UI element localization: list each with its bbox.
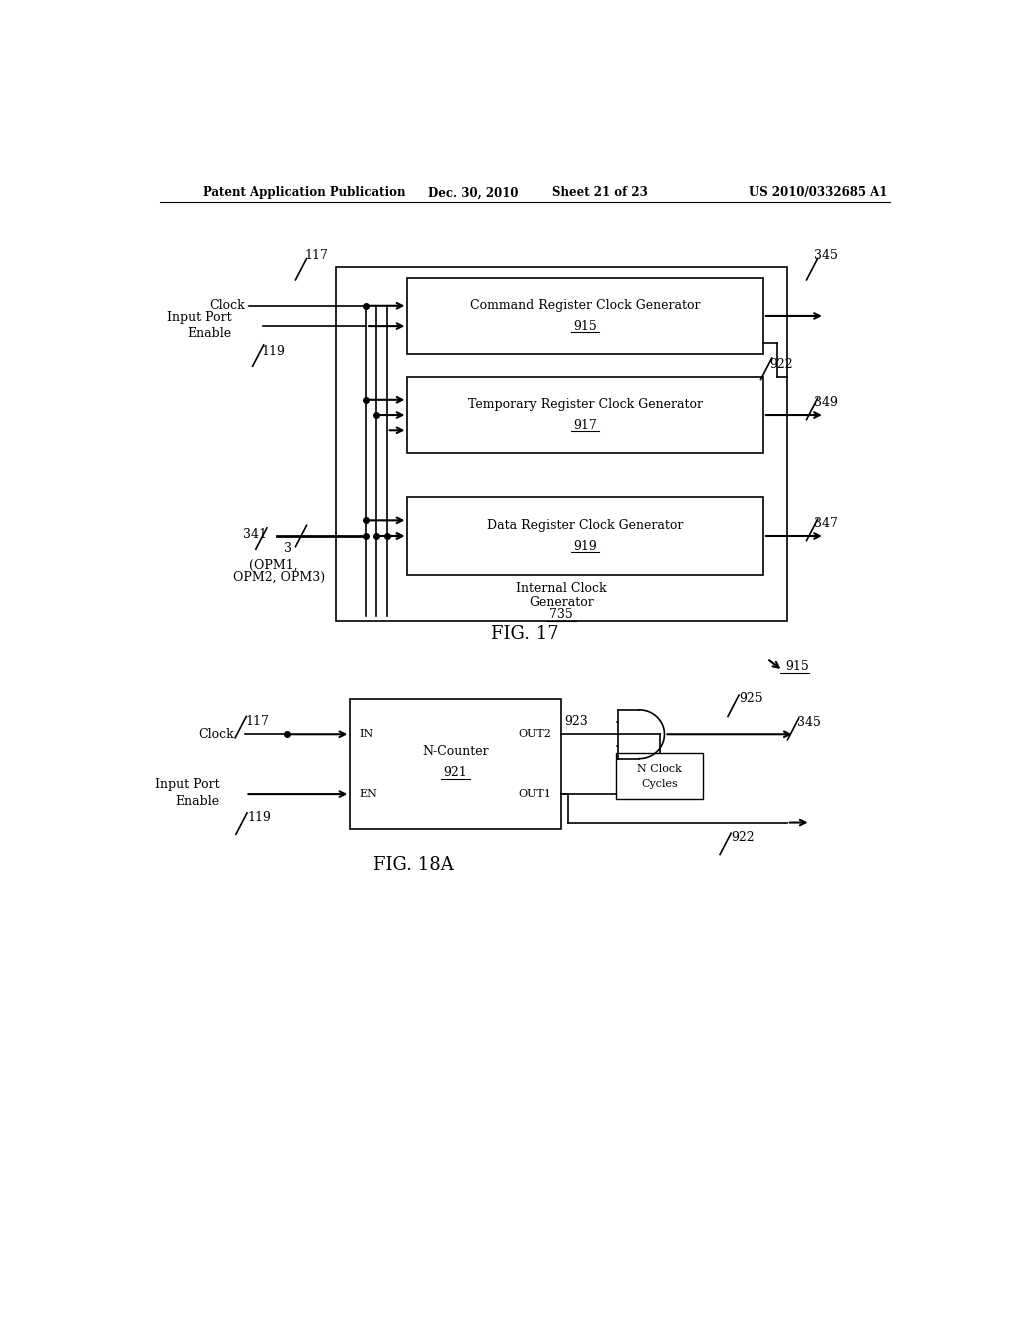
Text: 922: 922 (731, 832, 755, 845)
Text: 921: 921 (443, 766, 467, 779)
Text: Clock: Clock (198, 727, 233, 741)
Text: 917: 917 (573, 418, 597, 432)
Text: Enable: Enable (187, 327, 231, 339)
Text: N-Counter: N-Counter (422, 746, 488, 759)
Text: 117: 117 (304, 249, 328, 263)
Text: OUT2: OUT2 (518, 729, 551, 739)
Text: (OPM1,: (OPM1, (249, 558, 298, 572)
Text: EN: EN (359, 789, 378, 799)
Text: Input Port: Input Port (155, 779, 219, 792)
Text: Generator: Generator (529, 597, 594, 609)
Text: 117: 117 (246, 714, 269, 727)
Text: Data Register Clock Generator: Data Register Clock Generator (487, 519, 683, 532)
Text: Clock: Clock (210, 300, 246, 313)
Text: Enable: Enable (175, 795, 219, 808)
Text: 345: 345 (797, 715, 821, 729)
Text: 925: 925 (739, 692, 763, 705)
Text: FIG. 17: FIG. 17 (490, 626, 559, 643)
Text: 922: 922 (769, 358, 793, 371)
Text: 119: 119 (261, 345, 286, 358)
Text: OUT1: OUT1 (518, 789, 551, 799)
Text: 349: 349 (814, 396, 839, 409)
Text: Patent Application Publication: Patent Application Publication (204, 186, 406, 199)
Text: Dec. 30, 2010: Dec. 30, 2010 (428, 186, 518, 199)
Text: OPM2, OPM3): OPM2, OPM3) (232, 570, 325, 583)
Text: FIG. 18A: FIG. 18A (374, 855, 454, 874)
Text: Command Register Clock Generator: Command Register Clock Generator (470, 300, 700, 313)
Text: 3: 3 (285, 543, 292, 556)
Text: 915: 915 (785, 660, 809, 673)
Text: 119: 119 (247, 810, 271, 824)
Text: Cycles: Cycles (641, 779, 678, 789)
Text: Input Port: Input Port (167, 312, 231, 325)
Text: 923: 923 (564, 714, 588, 727)
Text: 347: 347 (814, 517, 839, 531)
Text: 919: 919 (573, 540, 597, 553)
Text: Temporary Register Clock Generator: Temporary Register Clock Generator (468, 399, 702, 412)
Text: 341: 341 (243, 528, 267, 541)
Text: 735: 735 (550, 609, 573, 622)
Text: US 2010/0332685 A1: US 2010/0332685 A1 (750, 186, 888, 199)
Text: IN: IN (359, 729, 374, 739)
Text: 345: 345 (814, 249, 839, 263)
Text: N Clock: N Clock (637, 764, 682, 775)
Text: 915: 915 (573, 319, 597, 333)
Text: Sheet 21 of 23: Sheet 21 of 23 (552, 186, 648, 199)
Text: Internal Clock: Internal Clock (516, 582, 606, 595)
